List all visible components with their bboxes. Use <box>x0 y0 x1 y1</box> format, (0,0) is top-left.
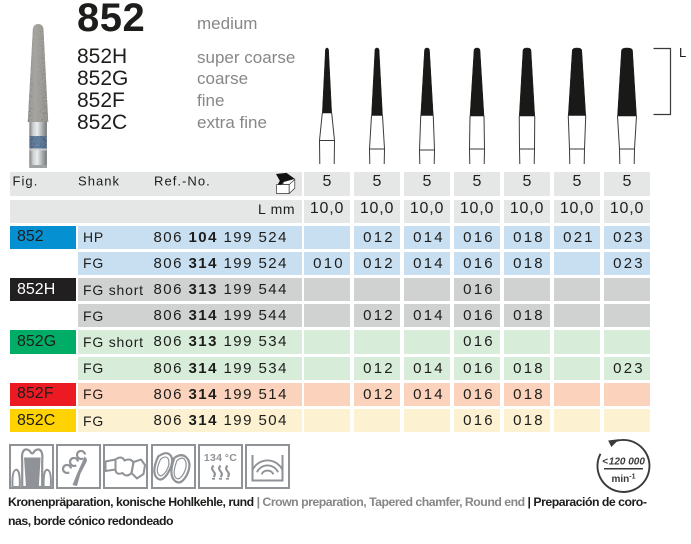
svg-text:min-1: min-1 <box>611 474 635 486</box>
svg-text:134 °C: 134 °C <box>204 452 237 464</box>
svg-text:L: L <box>679 45 686 60</box>
svg-text:< 120 000: < 120 000 <box>602 457 645 468</box>
